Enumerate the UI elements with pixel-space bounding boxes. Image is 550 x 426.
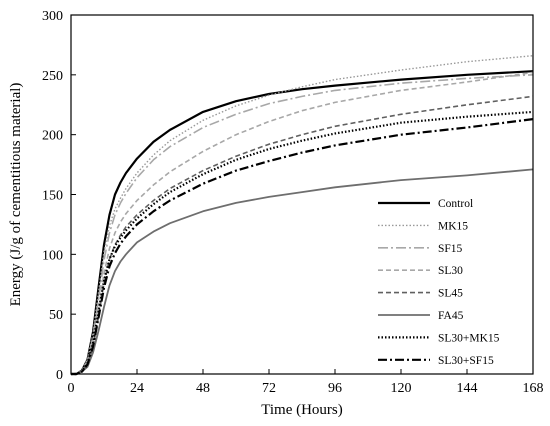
x-tick-label: 48 xyxy=(196,381,210,396)
series-line-mk15 xyxy=(71,55,534,375)
series-line-sl45 xyxy=(71,95,534,375)
y-tick-label: 200 xyxy=(42,129,63,144)
y-tick-label: 100 xyxy=(42,248,63,263)
series-line-sf15 xyxy=(71,74,534,375)
x-tick-label: 120 xyxy=(391,381,412,396)
y-tick-label: 150 xyxy=(42,189,63,204)
series-line-sl30-sf15 xyxy=(71,118,534,376)
x-tick-label: 72 xyxy=(262,381,276,396)
x-tick-label: 0 xyxy=(68,381,75,396)
y-tick-label: 0 xyxy=(56,368,63,383)
legend-label: SL30 xyxy=(438,265,463,277)
x-tick-label: 96 xyxy=(328,381,342,396)
x-tick-label: 168 xyxy=(523,381,544,396)
y-axis-ticks: 0 50 100 150 200 250 300 xyxy=(42,9,76,383)
plot-lines xyxy=(71,55,534,376)
series-line-sl30-mk15 xyxy=(71,110,534,376)
legend: Control MK15 SF15 SL30 SL45 FA45 SL30+MK15 SL30… xyxy=(378,198,500,367)
legend-label: MK15 xyxy=(438,220,468,232)
legend-label: Control xyxy=(438,198,473,210)
y-axis-title: Energy (J/g of cementitious material) xyxy=(8,83,24,307)
legend-label: SL30+SF15 xyxy=(438,355,494,367)
y-tick-label: 250 xyxy=(42,69,63,84)
x-axis-ticks: 0 24 48 72 96 120 144 168 xyxy=(68,369,544,396)
legend-label: SF15 xyxy=(438,243,463,255)
y-tick-label: 300 xyxy=(42,9,63,24)
x-axis-title: Time (Hours) xyxy=(261,402,343,418)
x-tick-label: 144 xyxy=(457,381,478,396)
legend-label: SL45 xyxy=(438,288,463,300)
series-line-fa45 xyxy=(71,168,534,375)
legend-label: FA45 xyxy=(438,310,464,322)
x-tick-label: 24 xyxy=(130,381,144,396)
legend-label: SL30+MK15 xyxy=(438,332,500,344)
y-tick-label: 50 xyxy=(49,308,63,323)
